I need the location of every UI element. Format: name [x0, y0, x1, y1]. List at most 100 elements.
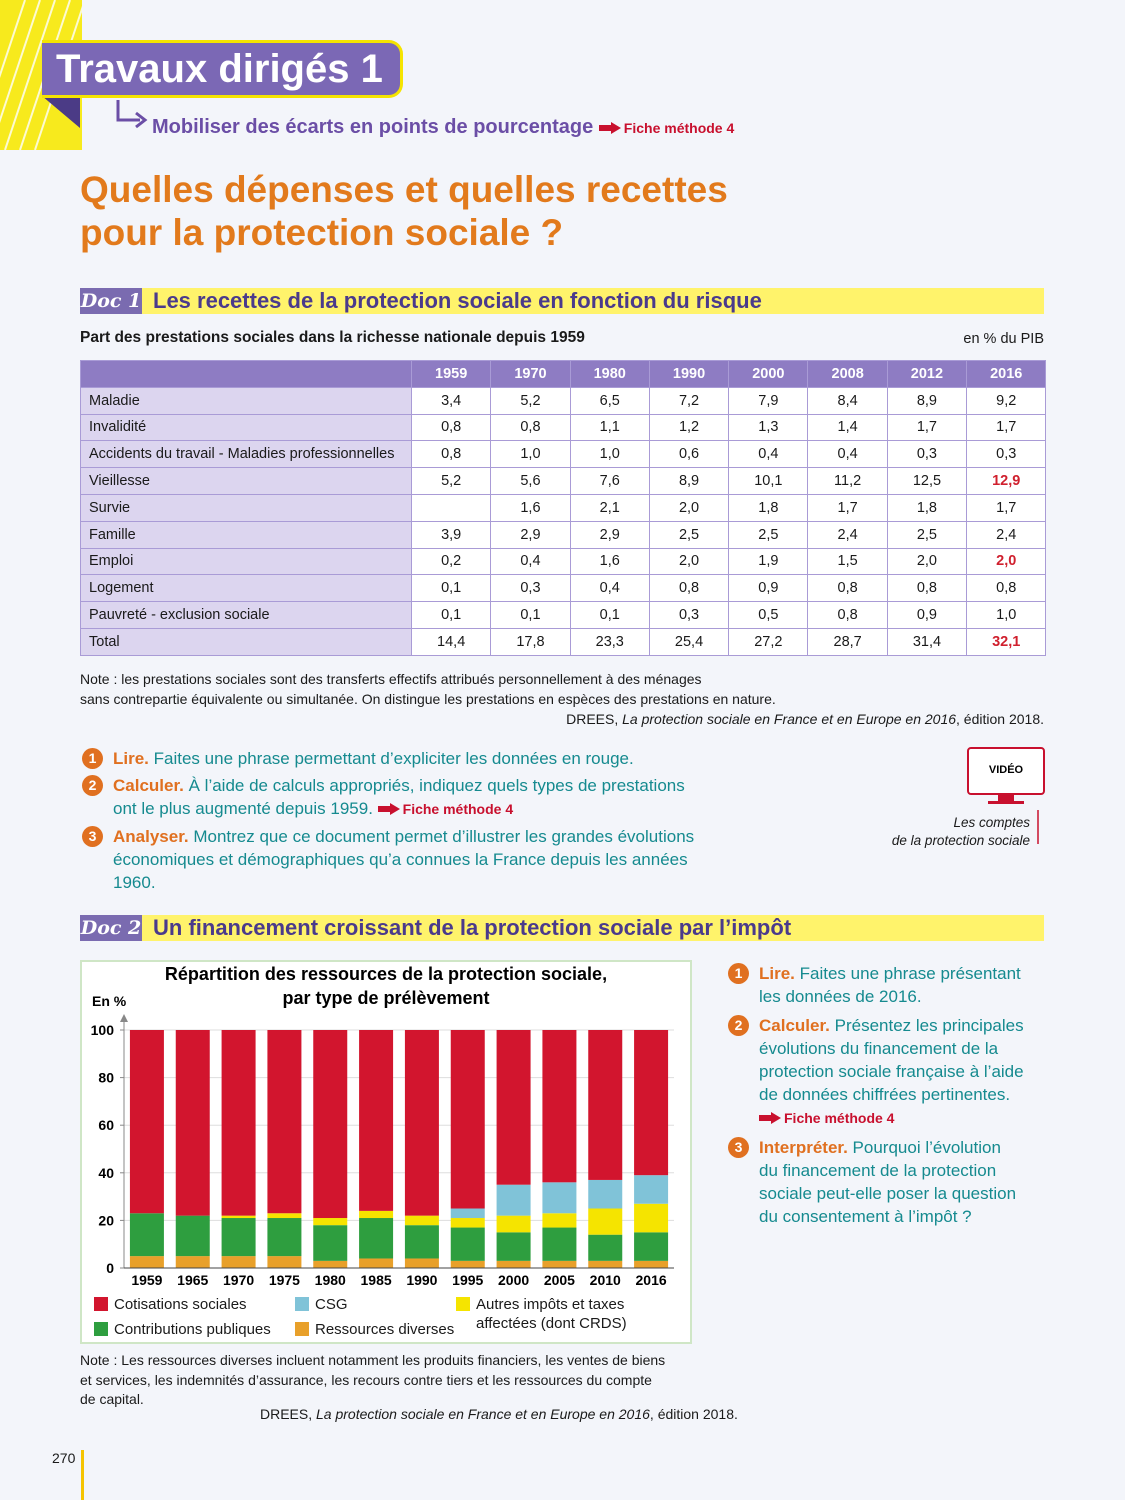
- method-link[interactable]: Fiche méthode 4: [377, 801, 514, 817]
- question-text: Interpréter. Pourquoi l’évolution du fin…: [759, 1136, 1024, 1228]
- bar-segment: [588, 1179, 623, 1209]
- bar-segment: [404, 1258, 439, 1268]
- table-cell: 0,8: [807, 574, 888, 603]
- bar-segment: [634, 1203, 669, 1233]
- table-cell: 7,2: [648, 386, 730, 415]
- table-row: Invalidité 0,8 0,8 1,1 1,2 1,3 1,4 1,7 1,7: [80, 413, 1047, 442]
- legend-label: Ressources diverses: [315, 1321, 455, 1338]
- column-header: 1990: [648, 360, 730, 388]
- video-caption-line[interactable]: Les comptes: [953, 815, 1030, 830]
- table-cell: 1,4: [807, 413, 888, 442]
- table-cell: 0,1: [410, 574, 492, 603]
- table-cell: 31,4: [886, 627, 968, 656]
- question-text: Lire. Faites une phrase permettant d’exp…: [113, 747, 634, 770]
- table-cell: 1,8: [886, 493, 968, 522]
- method-link[interactable]: Fiche méthode 4: [598, 120, 735, 136]
- table-cell: 0,6: [648, 440, 730, 469]
- video-label[interactable]: VIDÉO: [989, 763, 1024, 776]
- video-caption[interactable]: Les comptes de la protection sociale: [892, 814, 1030, 850]
- bar-segment: [588, 1234, 623, 1261]
- bar-segment: [404, 1215, 439, 1226]
- bar-segment: [221, 1215, 256, 1219]
- question-verb: Interpréter.: [759, 1138, 848, 1157]
- bar-segment: [129, 1030, 164, 1214]
- bar-segment: [634, 1260, 669, 1268]
- table-cell: 0,8: [410, 413, 492, 442]
- method-link-text[interactable]: Fiche méthode 4: [623, 120, 735, 136]
- legend-label: Autres impôts et taxes affectées (dont C…: [476, 1296, 627, 1332]
- question-body: Faites une phrase permettant d’explicite…: [153, 749, 634, 768]
- question-body: À l’aide de calculs appropriés, indiquez…: [113, 776, 685, 818]
- table-cell: 8,9: [648, 467, 730, 495]
- chart-title: Répartition des ressources de la protect…: [165, 964, 607, 984]
- column-header: 1959: [410, 360, 492, 388]
- x-tick-label: 2016: [636, 1272, 667, 1288]
- bar-segment: [404, 1030, 439, 1216]
- x-tick-label: 2000: [498, 1272, 529, 1288]
- note-line: Note : les prestations sociales sont des…: [80, 671, 702, 687]
- table-cell: 1,0: [569, 440, 650, 469]
- column-header: 2000: [728, 360, 809, 388]
- table-cell: 10,1: [728, 467, 809, 495]
- table-cell: 1,5: [807, 547, 888, 576]
- legend-item: CSG: [295, 1295, 485, 1314]
- table-cell: 1,7: [966, 493, 1047, 522]
- table-cell: 0,8: [410, 440, 492, 469]
- table-cell: 27,2: [728, 627, 809, 656]
- data-table: 1959 1970 1980 1990 2000 2008 2012 2016 Maladie 3…: [80, 360, 1047, 656]
- question-body: Faites une phrase présentant les données…: [759, 964, 1021, 1006]
- bar-segment: [634, 1175, 669, 1204]
- section-title: Travaux dirigés 1: [42, 40, 403, 98]
- table-cell: 0,1: [410, 601, 492, 629]
- table-cell: 0,1: [490, 601, 571, 629]
- table-row: Logement 0,1 0,3 0,4 0,8 0,9 0,8 0,8 0,8: [80, 574, 1047, 603]
- question-body: Montrez que ce document permet d’illustr…: [113, 827, 695, 892]
- table-cell: 25,4: [648, 627, 730, 656]
- table-cell: 0,1: [569, 601, 650, 629]
- table-cell: 1,7: [807, 493, 888, 522]
- page-heading: Quelles dépenses et quelles recettes pou…: [80, 168, 728, 254]
- table-unit: en % du PIB: [963, 331, 1044, 347]
- source-author: DREES,: [566, 711, 619, 727]
- question-verb: Calculer.: [113, 776, 184, 795]
- table-cell: 3,9: [410, 520, 492, 549]
- source-edition: , édition 2018.: [649, 1406, 738, 1422]
- bar-segment: [359, 1030, 394, 1211]
- video-caption-line[interactable]: de la protection sociale: [891, 833, 1030, 848]
- table-cell: 1,6: [569, 547, 650, 576]
- link-arrow: [759, 1112, 781, 1124]
- bar-segment: [542, 1227, 577, 1261]
- legend-item: Contributions publiques: [94, 1320, 284, 1339]
- legend-item: Autres impôts et taxes affectées (dont C…: [456, 1295, 681, 1333]
- y-axis-arrow: [120, 1014, 128, 1022]
- page-rule: [81, 1450, 84, 1500]
- question: 2 Calculer. Présentez les principales évo…: [728, 1014, 1028, 1130]
- legend-swatch: [456, 1297, 470, 1311]
- legend-item: Ressources diverses: [295, 1320, 485, 1339]
- bar-segment: [359, 1258, 394, 1268]
- y-axis-label: En %: [92, 993, 127, 1009]
- bar-segment: [450, 1030, 485, 1209]
- bar-segment: [450, 1227, 485, 1261]
- table-row: Emploi 0,2 0,4 1,6 2,0 1,9 1,5 2,0 2,0: [80, 547, 1047, 576]
- video-icon[interactable]: VIDÉO: [960, 744, 1050, 848]
- table-cell: 17,8: [490, 627, 571, 656]
- column-header: 2016: [966, 360, 1047, 388]
- question-text: Calculer. À l’aide de calculs appropriés…: [113, 774, 713, 821]
- x-tick-label: 1965: [177, 1272, 208, 1288]
- table-cell: 32,1: [966, 627, 1047, 656]
- method-link-text[interactable]: Fiche méthode 4: [402, 801, 514, 817]
- table-cell: 0,9: [886, 601, 968, 629]
- table-cell: 0,8: [490, 413, 571, 442]
- table-container: 1959 1970 1980 1990 2000 2008 2012 2016 Maladie 3…: [80, 360, 1047, 656]
- table-row: Maladie 3,4 5,2 6,5 7,2 7,9 8,4 8,9 9,2: [80, 386, 1047, 415]
- table-cell: 7,6: [569, 467, 650, 495]
- chart: Répartition des ressources de la protect…: [91, 964, 674, 1288]
- question-number: 3: [82, 826, 103, 847]
- note: Note : les prestations sociales sont des…: [80, 670, 776, 709]
- method-link-text[interactable]: Fiche méthode 4: [784, 1110, 895, 1126]
- table-cell: 23,3: [569, 627, 650, 656]
- table-cell: 2,5: [728, 520, 809, 549]
- method-link[interactable]: Fiche méthode 4: [759, 1110, 894, 1126]
- empty-cell: [410, 493, 492, 522]
